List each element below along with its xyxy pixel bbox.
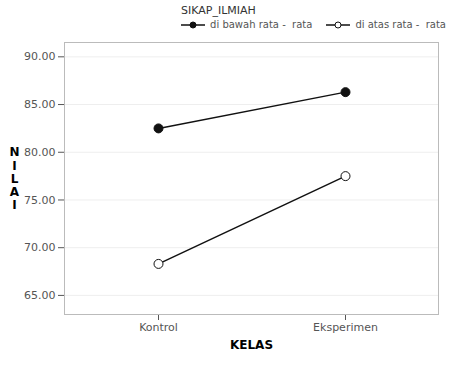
svg-text:KELAS: KELAS xyxy=(230,338,273,352)
svg-text:85.00: 85.00 xyxy=(24,98,56,111)
svg-text:70.00: 70.00 xyxy=(24,241,56,254)
svg-text:Eksperimen: Eksperimen xyxy=(313,321,378,334)
html-text:di bawah rata - rata: di bawah rata - rata xyxy=(210,19,313,30)
html-text:di atas rata - rata: di atas rata - rata xyxy=(355,19,446,30)
svg-text:90.00: 90.00 xyxy=(24,50,56,63)
svg-text:65.00: 65.00 xyxy=(24,289,56,302)
html-text:SIKAP_ILMIAH: SIKAP_ILMIAH xyxy=(181,4,256,17)
svg-text:75.00: 75.00 xyxy=(24,193,56,206)
svg-text:NILAI: NILAI xyxy=(9,145,19,212)
svg-text:Kontrol: Kontrol xyxy=(139,321,178,334)
svg-text:80.00: 80.00 xyxy=(24,146,56,159)
